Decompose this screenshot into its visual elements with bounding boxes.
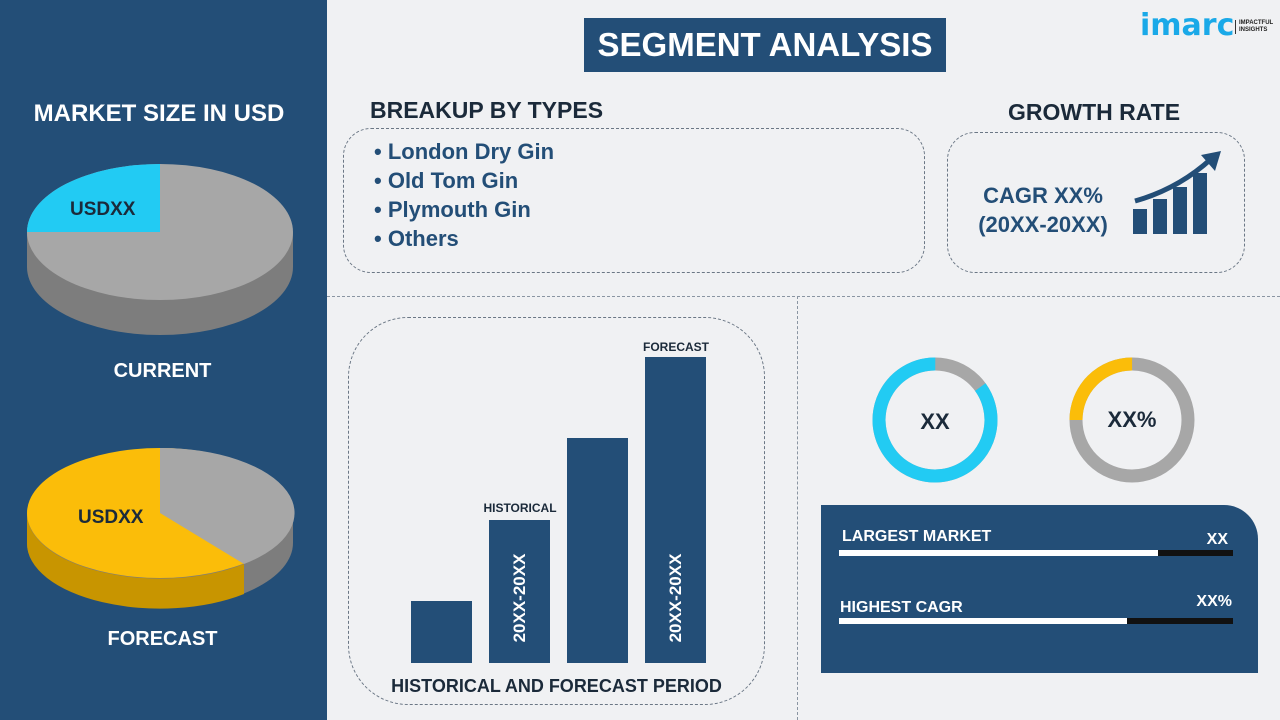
- pie-side-yellow: [26, 513, 244, 609]
- largest-market-value: XX: [1206, 531, 1228, 548]
- list-item: • London Dry Gin: [374, 139, 555, 164]
- kpi-panel: LARGEST MARKET XX HIGHEST CAGR XX%: [821, 505, 1258, 673]
- bar-3: [567, 438, 628, 663]
- donut-charts: [872, 357, 1195, 483]
- divider: [327, 296, 1280, 297]
- bar-chart-caption: HISTORICAL AND FORECAST PERIOD: [391, 676, 722, 696]
- historical-period: 20XX-20XX: [510, 553, 529, 643]
- pie-slice-gray: [160, 447, 295, 564]
- page-title: SEGMENT ANALYSIS: [584, 18, 946, 72]
- highest-cagr-label: HIGHEST CAGR: [840, 599, 963, 616]
- largest-market-bar: [839, 550, 1233, 556]
- forecast-value: USDXX: [78, 507, 144, 528]
- list-item: • Plymouth Gin: [374, 197, 531, 222]
- current-value: USDXX: [70, 199, 136, 220]
- highest-cagr-bar: [839, 618, 1233, 624]
- growth-box: CAGR XX% (20XX-20XX): [947, 132, 1245, 273]
- donut-2-fill: [1069, 357, 1195, 483]
- current-label: CURRENT: [113, 360, 212, 382]
- divider: [797, 296, 798, 720]
- bar-chart-box: [348, 317, 765, 705]
- forecast-pie-chart: [26, 447, 295, 609]
- largest-market-label: LARGEST MARKET: [842, 528, 992, 545]
- imarc-logo: imarc IMPACTFUL INSIGHTS: [1140, 8, 1273, 43]
- donut-2-value: XX%: [1107, 407, 1157, 432]
- cagr-text: CAGR XX% (20XX-20XX): [978, 183, 1108, 237]
- growth-heading: GROWTH RATE: [1008, 99, 1181, 125]
- bar-forecast: [645, 357, 706, 663]
- historical-label: HISTORICAL: [483, 501, 557, 515]
- growth-chart-arrow-icon: [1133, 151, 1221, 234]
- forecast-label: FORECAST: [107, 628, 218, 650]
- forecast-label: FORECAST: [643, 340, 709, 354]
- market-size-panel: MARKET SIZE IN USD USDXX CURRENT USDXX F…: [0, 0, 327, 720]
- market-size-heading: MARKET SIZE IN USD: [33, 100, 285, 127]
- breakup-heading: BREAKUP BY TYPES: [370, 97, 604, 123]
- bar-1: [411, 601, 472, 663]
- bar-historical: [489, 520, 550, 663]
- forecast-period: 20XX-20XX: [666, 553, 685, 643]
- breakup-list: • London Dry Gin • Old Tom Gin • Plymout…: [343, 128, 925, 273]
- donut-1-value: XX: [920, 409, 950, 434]
- pie-slice-cyan: [27, 164, 160, 232]
- list-item: • Others: [374, 226, 459, 251]
- current-pie-chart: [27, 164, 293, 335]
- list-item: • Old Tom Gin: [374, 168, 519, 193]
- highest-cagr-value: XX%: [1196, 593, 1232, 610]
